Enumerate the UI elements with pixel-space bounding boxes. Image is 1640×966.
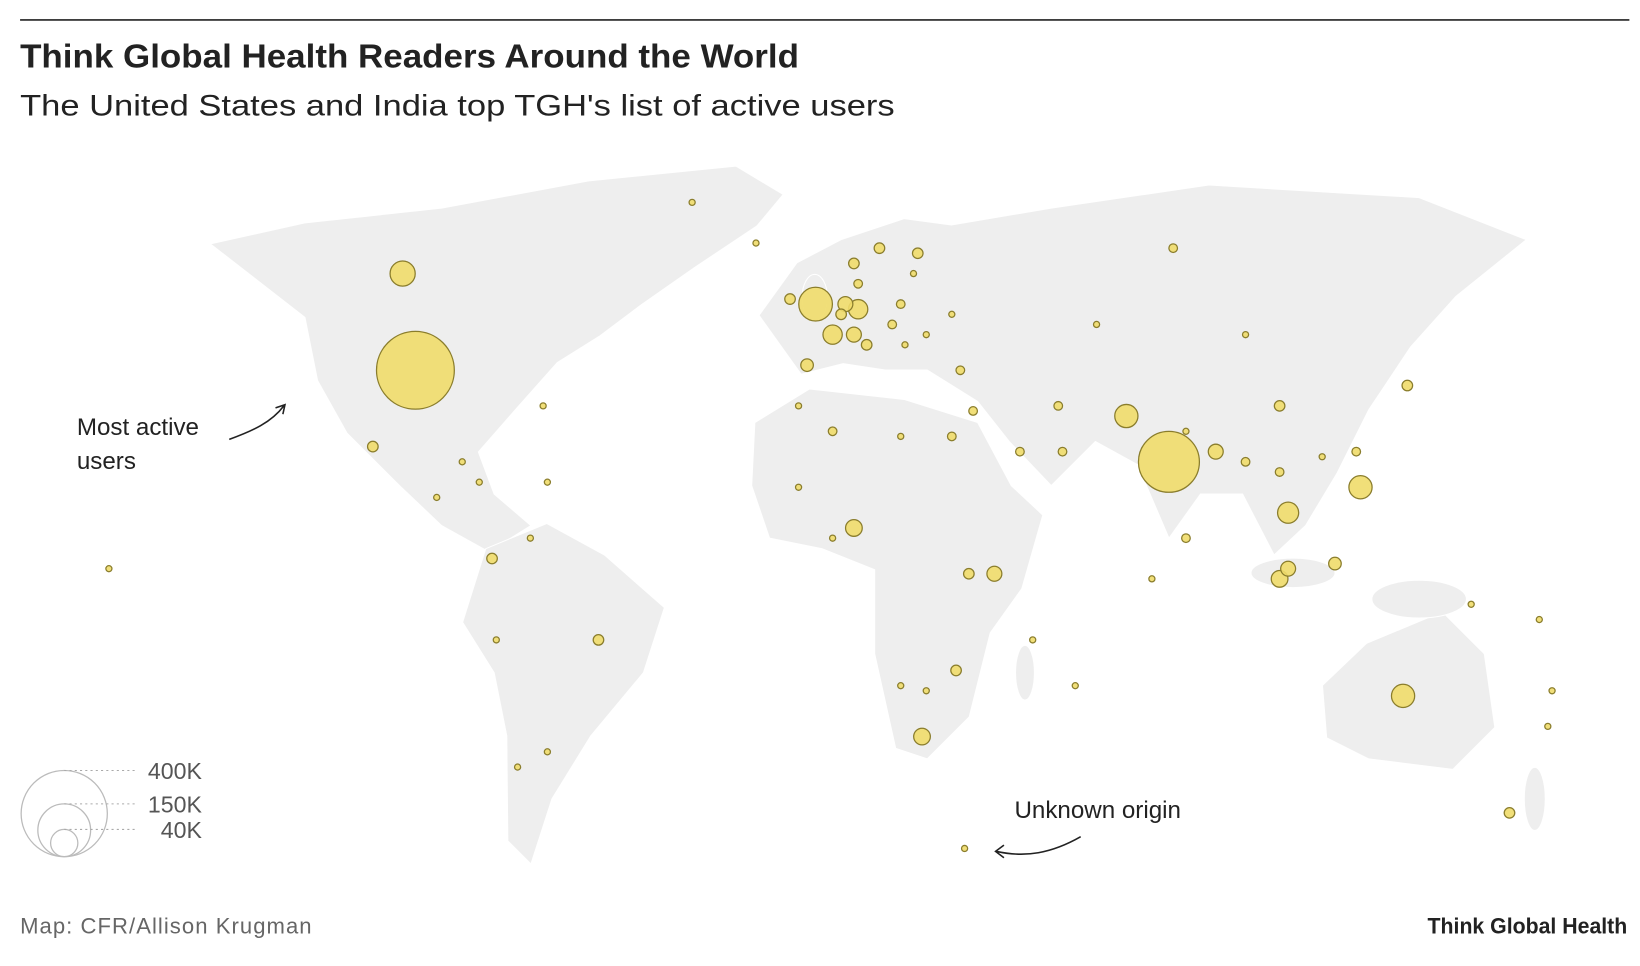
bubble (1137, 430, 1201, 493)
bubble (897, 682, 905, 690)
bubble (1328, 556, 1342, 571)
bubble (1544, 722, 1552, 731)
subtitle: The United States and India top TGH's li… (20, 90, 895, 123)
bubble (955, 365, 966, 376)
bubble (986, 565, 1003, 582)
bubble (1318, 453, 1326, 461)
bubble (1241, 330, 1250, 339)
bubble (895, 299, 906, 310)
annotation-arrow (994, 836, 1082, 859)
bubble (922, 330, 930, 339)
bubble (835, 308, 848, 321)
bubble (1240, 456, 1251, 467)
bubble (752, 239, 760, 247)
bubble (946, 431, 957, 442)
bubble (784, 293, 796, 305)
bubble (1053, 400, 1064, 411)
bubble (1390, 683, 1416, 709)
bubble (847, 257, 860, 270)
bubble (1273, 399, 1286, 412)
bubble (1057, 446, 1068, 457)
bubble (909, 269, 918, 278)
bubble (1014, 446, 1025, 457)
annotation: Unknown origin (1014, 797, 1180, 824)
bubble (458, 458, 466, 466)
bubble (688, 198, 696, 207)
bubble (492, 636, 500, 644)
size-legend-label: 150K (148, 791, 203, 817)
bubble (948, 310, 956, 318)
bubble (800, 358, 814, 373)
bubble (887, 319, 898, 330)
bubble (845, 326, 862, 343)
bubble (1168, 243, 1179, 254)
bubble (1274, 467, 1285, 477)
bubble (475, 478, 483, 486)
bubble (968, 406, 979, 416)
bubble (1401, 379, 1414, 392)
bubble (827, 426, 838, 437)
bubble (911, 247, 924, 260)
bubble (513, 763, 522, 771)
bubble (526, 534, 535, 542)
size-legend-label: 400K (148, 758, 203, 784)
bubble (1029, 636, 1037, 644)
bubble (1351, 446, 1362, 457)
bubble (828, 534, 837, 542)
bubble (913, 727, 931, 746)
bubble (853, 278, 864, 289)
bubble (1207, 443, 1224, 460)
bubble (950, 664, 962, 677)
size-legend-circle (37, 803, 92, 858)
bubble (897, 432, 905, 441)
bubble (1467, 600, 1475, 608)
bubble (1348, 475, 1373, 500)
bubbles (105, 198, 1556, 853)
bubble (592, 633, 605, 646)
bubble (873, 242, 886, 255)
bubble (844, 518, 863, 537)
bubble (389, 260, 416, 287)
size-legend-circle (49, 828, 79, 858)
bubble (1182, 427, 1190, 435)
bubble (794, 402, 803, 410)
bubble (105, 564, 113, 573)
bubble (901, 341, 909, 349)
bubble (960, 844, 969, 853)
bubble (543, 748, 552, 756)
bubble (543, 478, 552, 486)
bubble (1071, 682, 1079, 690)
bubble (1148, 575, 1156, 583)
bubble (1548, 687, 1556, 695)
size-legend-circle (20, 769, 108, 858)
bubble (1535, 615, 1543, 624)
bubble (1114, 403, 1139, 429)
bubble (922, 687, 930, 695)
bubble (486, 552, 498, 565)
size-legend-label: 40K (161, 817, 203, 843)
annotation: Most active (77, 414, 199, 441)
bubble (539, 402, 547, 410)
bubble (1276, 501, 1300, 524)
bubble (860, 338, 873, 351)
bubble (375, 330, 455, 410)
bubble (1503, 806, 1516, 819)
bubble (1280, 560, 1297, 577)
bubble (433, 493, 441, 502)
bubble (794, 483, 803, 491)
title: Think Global Health Readers Around the W… (20, 38, 799, 75)
bubble (822, 324, 843, 345)
bubble (798, 286, 834, 322)
source-note: Map: CFR/Allison Krugman (20, 913, 313, 938)
annotation: users (77, 448, 136, 475)
annotation-arrow (228, 403, 287, 441)
brand-logo: Think Global Health (1428, 913, 1628, 938)
bubble (1092, 320, 1101, 329)
bubble (1181, 533, 1191, 544)
bubble (366, 440, 379, 453)
bubble (962, 567, 975, 580)
